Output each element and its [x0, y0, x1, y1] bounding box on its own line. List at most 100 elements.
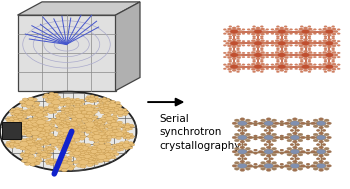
Circle shape: [71, 134, 82, 139]
Circle shape: [27, 124, 33, 127]
Circle shape: [318, 155, 323, 157]
Circle shape: [79, 137, 85, 140]
Circle shape: [80, 165, 86, 168]
Circle shape: [306, 167, 310, 168]
Circle shape: [284, 61, 287, 63]
Circle shape: [308, 51, 312, 54]
Circle shape: [298, 119, 303, 122]
Circle shape: [232, 50, 236, 53]
Circle shape: [66, 109, 72, 112]
Circle shape: [13, 125, 19, 129]
Circle shape: [266, 40, 269, 42]
Circle shape: [26, 146, 31, 149]
Circle shape: [274, 150, 279, 153]
Circle shape: [254, 167, 257, 168]
Circle shape: [284, 49, 287, 51]
Circle shape: [286, 54, 290, 56]
Circle shape: [266, 132, 271, 135]
Circle shape: [327, 27, 331, 29]
Circle shape: [97, 123, 101, 125]
Circle shape: [43, 156, 47, 159]
Circle shape: [240, 132, 245, 135]
Circle shape: [75, 113, 85, 119]
Circle shape: [223, 56, 226, 58]
Circle shape: [11, 108, 15, 111]
Circle shape: [45, 136, 51, 140]
Circle shape: [261, 147, 266, 150]
Circle shape: [103, 159, 109, 162]
Circle shape: [71, 101, 75, 103]
Circle shape: [322, 158, 326, 160]
Circle shape: [90, 160, 97, 164]
Circle shape: [103, 121, 106, 123]
Circle shape: [65, 136, 69, 138]
Circle shape: [43, 139, 48, 142]
Circle shape: [76, 147, 82, 150]
Circle shape: [276, 71, 279, 73]
Circle shape: [98, 141, 104, 144]
Circle shape: [229, 59, 232, 61]
Circle shape: [117, 105, 122, 107]
Circle shape: [271, 40, 274, 42]
Circle shape: [39, 107, 43, 109]
Circle shape: [30, 110, 34, 112]
Circle shape: [99, 132, 104, 135]
Circle shape: [261, 139, 266, 142]
Circle shape: [306, 163, 310, 165]
Circle shape: [29, 143, 34, 146]
Circle shape: [244, 158, 247, 160]
Circle shape: [228, 28, 232, 30]
Circle shape: [54, 119, 62, 123]
Circle shape: [66, 104, 71, 106]
Circle shape: [102, 119, 106, 121]
Circle shape: [234, 125, 239, 128]
Circle shape: [15, 140, 21, 143]
Circle shape: [72, 103, 77, 105]
Circle shape: [237, 40, 241, 42]
Circle shape: [104, 112, 108, 115]
Circle shape: [70, 129, 76, 132]
Circle shape: [229, 26, 232, 27]
Circle shape: [99, 138, 104, 141]
Circle shape: [30, 107, 35, 109]
Circle shape: [116, 129, 121, 132]
Circle shape: [103, 141, 107, 143]
Circle shape: [27, 128, 33, 132]
Circle shape: [76, 104, 80, 106]
Circle shape: [124, 141, 129, 143]
Circle shape: [301, 29, 310, 34]
Circle shape: [264, 121, 274, 126]
Circle shape: [7, 126, 12, 129]
Circle shape: [237, 28, 241, 30]
Circle shape: [40, 109, 45, 111]
Circle shape: [310, 42, 314, 44]
Circle shape: [318, 132, 323, 135]
Circle shape: [44, 110, 49, 113]
Circle shape: [39, 141, 46, 144]
Circle shape: [247, 68, 250, 70]
Circle shape: [256, 46, 260, 48]
Circle shape: [308, 68, 312, 70]
Circle shape: [76, 157, 82, 161]
Circle shape: [286, 30, 290, 33]
Circle shape: [52, 111, 57, 113]
Circle shape: [106, 137, 109, 139]
Circle shape: [76, 111, 82, 114]
Circle shape: [9, 128, 13, 130]
Circle shape: [306, 138, 310, 140]
Circle shape: [327, 69, 331, 71]
Circle shape: [126, 123, 130, 125]
Circle shape: [31, 113, 36, 116]
Circle shape: [313, 45, 316, 46]
Circle shape: [26, 111, 32, 114]
Circle shape: [280, 149, 284, 151]
Circle shape: [248, 122, 253, 125]
Circle shape: [26, 134, 32, 137]
Circle shape: [14, 118, 18, 120]
Circle shape: [240, 155, 245, 157]
Circle shape: [65, 111, 69, 113]
Circle shape: [79, 155, 84, 158]
Circle shape: [112, 150, 117, 153]
Circle shape: [68, 106, 74, 109]
Circle shape: [280, 27, 284, 29]
